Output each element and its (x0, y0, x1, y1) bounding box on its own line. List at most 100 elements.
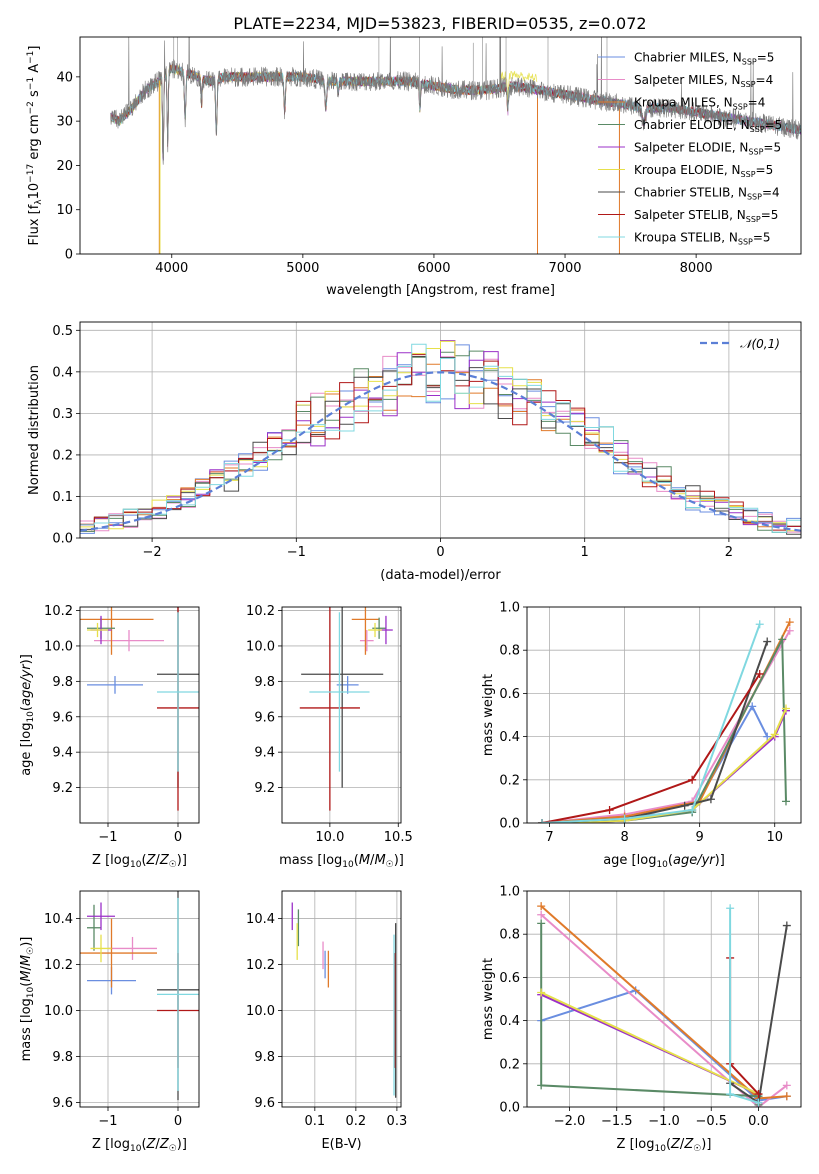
label-part: 10 (27, 183, 42, 200)
y-tick-label: 10.4 (246, 912, 275, 927)
legend-entry: Kroupa MILES, NSSP=4 (634, 96, 765, 112)
y-tick-label: 0.3 (52, 407, 73, 422)
y-tick-label: 0.6 (499, 971, 520, 986)
y-tick-label: 0.4 (52, 365, 73, 380)
weight-series-line (729, 908, 759, 1104)
label-part: ] (27, 46, 42, 51)
y-tick-label: 30 (56, 115, 73, 130)
y-tick-label: 0.5 (52, 324, 73, 339)
label-part: ☉ (169, 860, 177, 870)
legend-entry: Chabrier MILES, NSSP=5 (634, 51, 774, 67)
x-tick-label: 0.3 (387, 1114, 408, 1129)
y-tick-label: 9.6 (254, 710, 275, 725)
label-part: 10 (26, 711, 36, 723)
x-axis-label: wavelength [Angstrom, rest frame] (326, 283, 555, 298)
y-tick-label: 20 (56, 159, 73, 174)
legend-text: Salpeter STELIB, N (634, 208, 746, 222)
legend-text: Kroupa STELIB, N (634, 231, 738, 245)
label-part: Z (146, 1137, 157, 1152)
label-part: Z (159, 853, 170, 868)
legend-entry: Chabrier ELODIE, NSSP=5 (634, 118, 782, 134)
weight-point-marker (605, 806, 614, 815)
legend-suffix: =4 (762, 186, 780, 200)
y-tick-label: 9.4 (52, 746, 73, 761)
legend-entry: Salpeter MILES, NSSP=4 (634, 73, 773, 89)
chart-weight_vs_Z: −2.0 −1.5 −1.0 −0.5 0.0 0.0 0.2 0.4 0.6 0.8 1.0 Z [… (481, 885, 802, 1154)
plot-area (537, 902, 791, 1107)
x-tick-label: 10.5 (384, 830, 413, 845)
x-tick-label: 8000 (680, 261, 713, 276)
label-part: ( (19, 706, 34, 711)
weight-point-marker (782, 1092, 791, 1101)
x-tick-label: −2.0 (554, 1114, 586, 1129)
y-tick-label: 0.2 (52, 448, 73, 463)
y-axis-label: Normed distribution (27, 365, 42, 495)
weight-series-line (540, 914, 788, 1107)
x-tick-label: 0 (174, 830, 182, 845)
label-part: λ (34, 199, 44, 205)
x-tick-label: 0.1 (304, 1114, 325, 1129)
x-tick-label: 9 (696, 830, 704, 845)
chart-age_vs_Z: −1 09.29.49.69.810.010.2Z [log10(Z/Z☉)]ag… (19, 604, 200, 870)
legend-suffix: =4 (756, 73, 774, 87)
weight-point-marker (538, 819, 547, 823)
y-tick-label: 9.6 (52, 710, 73, 725)
y-axis-label: mass [log10(M/M☉)] (19, 937, 36, 1062)
y-tick-label: 10.0 (44, 1004, 73, 1019)
weight-point-marker (620, 814, 629, 823)
legend-text: Kroupa MILES, N (634, 96, 733, 110)
label-part: M (19, 970, 34, 981)
label-part: age [log (19, 723, 34, 776)
x-axis-label: Z [log10(Z/Z☉)] (92, 853, 187, 870)
label-part: Z (683, 1137, 694, 1152)
axes-frame (79, 890, 200, 1108)
x-tick-label: 10.0 (315, 830, 344, 845)
label-part: Z (670, 1137, 681, 1152)
label-part: 10 (130, 1144, 142, 1154)
weight-point-marker (680, 801, 689, 810)
label-part: s (27, 90, 42, 101)
figure-title: PLATE=2234, MJD=53823, FIBERID=0535, z=0… (233, 14, 646, 33)
label-part: ☉ (26, 947, 36, 955)
x-tick-label: −1 (98, 830, 117, 845)
y-axis-label: age [log10(age/yr)] (19, 654, 36, 776)
legend-text: Chabrier STELIB, N (634, 186, 747, 200)
plot-area (109, 37, 801, 254)
y-tick-label: 40 (56, 70, 73, 85)
y-tick-label: 0.0 (52, 532, 73, 547)
weight-point-marker (726, 1090, 735, 1099)
weight-series-line (541, 623, 761, 823)
legend-suffix: =5 (761, 208, 779, 222)
y-axis-label: mass weight (481, 958, 496, 1040)
label-part: ( (354, 853, 359, 868)
y-tick-label: 9.8 (254, 1050, 275, 1065)
x-tick-label: 1 (581, 545, 589, 560)
label-part: ☉ (693, 1144, 701, 1154)
legend-entry: Salpeter STELIB, NSSP=5 (634, 208, 778, 224)
label-part: 10 (656, 860, 668, 870)
label-part: −2 (26, 101, 36, 114)
weight-point-marker (537, 902, 546, 911)
y-tick-label: 9.2 (52, 781, 73, 796)
legend-entry: Chabrier STELIB, NSSP=4 (634, 186, 780, 202)
chart-spectrum: 4000 5000 6000 7000 8000 0 10 20 30 40 wavelength … (26, 36, 802, 298)
weight-point-marker (537, 910, 546, 919)
x-tick-label: 4000 (155, 261, 188, 276)
label-part: )] (394, 853, 404, 868)
legend-entry: Kroupa ELODIE, NSSP=5 (634, 163, 773, 179)
x-tick-label: 6000 (417, 261, 450, 276)
x-tick-label: 0 (436, 545, 444, 560)
y-tick-label: 10.0 (44, 639, 73, 654)
observed-spectrum-line (109, 37, 801, 165)
weight-series-line (541, 673, 761, 823)
axes-frame (79, 36, 802, 255)
x-tick-label: 7000 (548, 261, 581, 276)
label-part: Z [log (617, 1137, 655, 1152)
weight-series-line (541, 630, 791, 823)
weight-point-marker (688, 775, 697, 784)
histogram-series-kroupa-stelib (80, 343, 801, 533)
label-part: M (19, 955, 34, 966)
y-tick-label: 10 (56, 203, 73, 218)
weight-point-marker (785, 618, 794, 627)
y-tick-label: 0.1 (52, 490, 73, 505)
